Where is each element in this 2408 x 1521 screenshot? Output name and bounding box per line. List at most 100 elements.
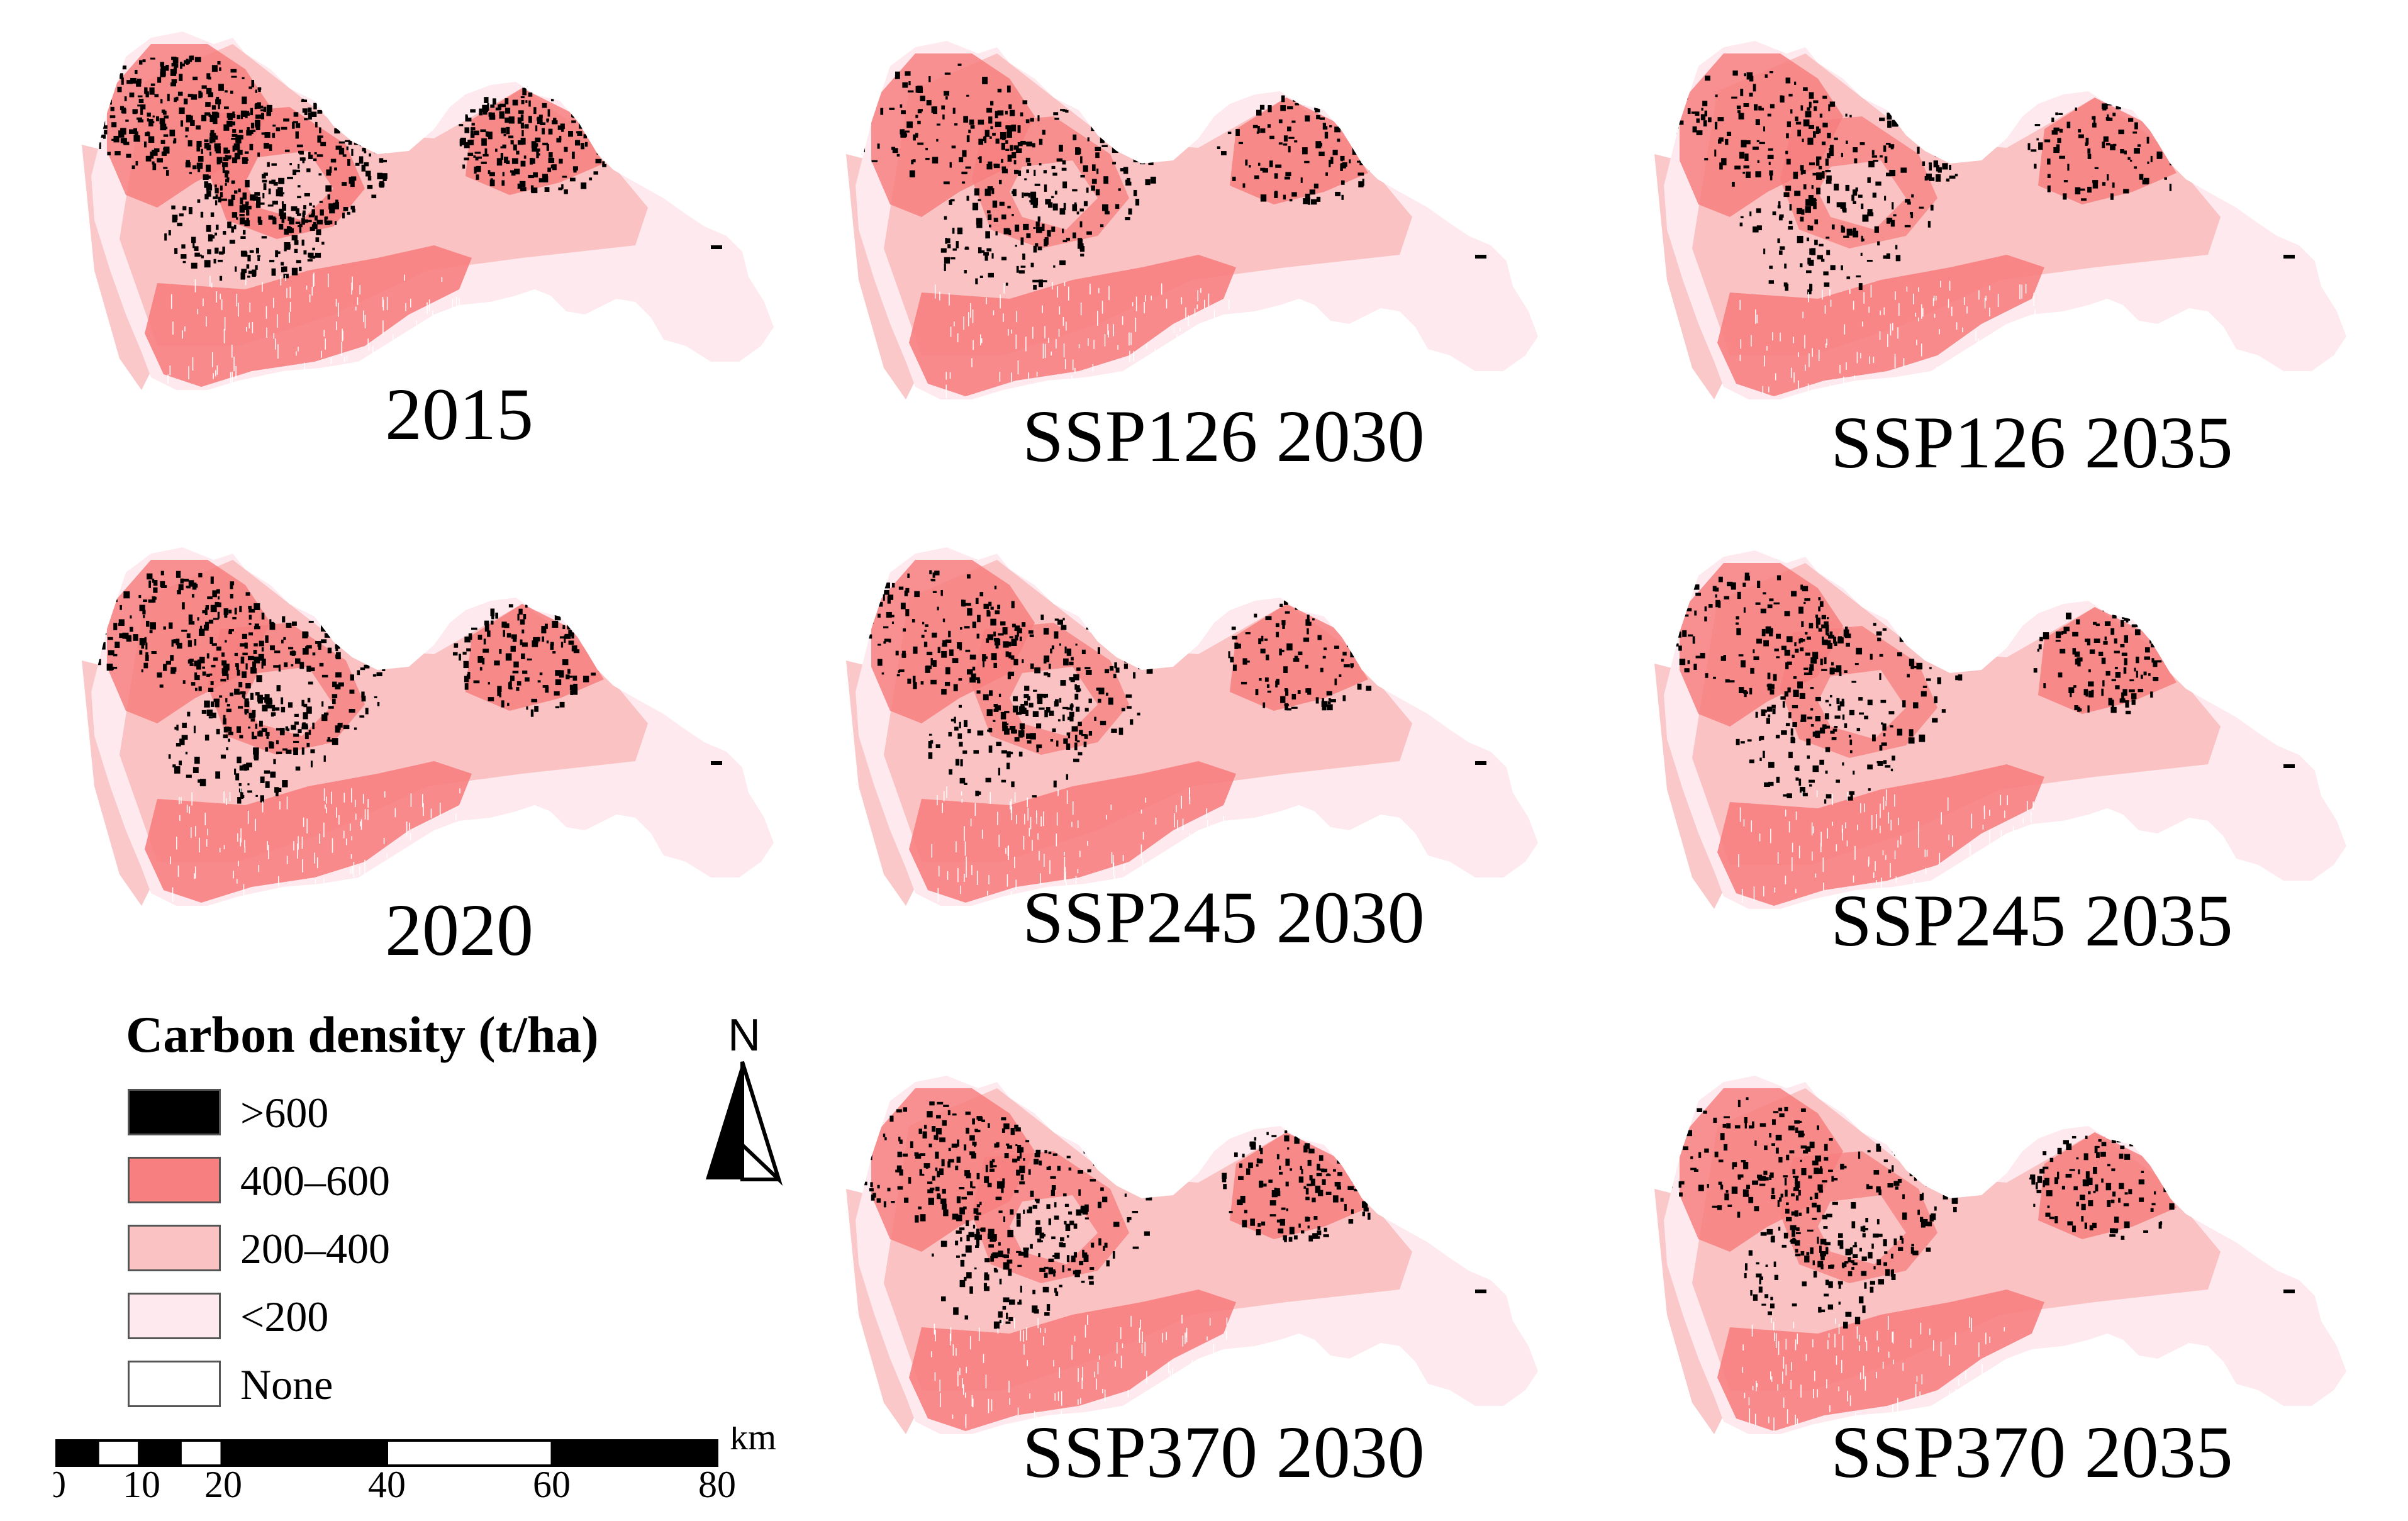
high-density-patch: [1831, 737, 1837, 740]
high-density-patch: [1001, 779, 1006, 783]
street-line: [1826, 338, 1827, 345]
high-density-patch: [317, 135, 321, 143]
high-density-patch: [1800, 1145, 1807, 1149]
high-density-patch: [1786, 793, 1792, 798]
street-line: [964, 826, 965, 842]
street-line: [188, 366, 189, 379]
high-density-patch: [1053, 112, 1059, 116]
map-zone: [1230, 98, 1368, 204]
street-line: [1822, 289, 1823, 300]
high-density-patch: [1073, 1252, 1078, 1258]
high-density-patch: [932, 632, 937, 638]
high-density-patch: [530, 709, 534, 717]
high-density-patch: [374, 145, 381, 153]
high-density-patch: [888, 638, 891, 643]
high-density-patch: [2138, 611, 2144, 619]
high-density-patch: [1809, 623, 1814, 628]
high-density-patch: [1319, 117, 1325, 120]
high-density-patch: [197, 199, 201, 203]
high-density-patch: [477, 156, 482, 159]
high-density-patch: [1777, 1200, 1780, 1207]
high-density-patch: [1357, 683, 1362, 690]
high-density-patch: [596, 147, 599, 155]
street-line: [357, 297, 359, 305]
street-line: [1228, 299, 1230, 310]
high-density-patch: [340, 628, 346, 634]
street-line: [459, 788, 460, 794]
high-density-patch: [1846, 642, 1850, 647]
high-density-patch: [1073, 759, 1079, 762]
high-density-patch: [231, 138, 237, 140]
high-density-patch: [932, 1176, 935, 1181]
high-density-patch: [1816, 172, 1822, 180]
high-density-patch: [466, 648, 471, 652]
street-line: [1880, 803, 1881, 818]
high-density-patch: [2121, 652, 2127, 656]
high-density-patch: [145, 654, 149, 662]
high-density-patch: [2075, 107, 2077, 111]
street-line: [2005, 358, 2007, 367]
high-density-patch: [1754, 1140, 1757, 1146]
high-density-patch: [1029, 634, 1034, 637]
high-density-patch: [1729, 680, 1735, 682]
high-density-patch: [1351, 126, 1355, 131]
high-density-patch: [871, 160, 878, 162]
high-density-patch: [1090, 115, 1093, 118]
high-density-patch: [957, 733, 962, 739]
high-density-patch: [959, 722, 961, 728]
street-line: [971, 865, 973, 876]
street-line: [1851, 382, 1853, 392]
high-density-patch: [989, 136, 992, 139]
high-density-patch: [945, 639, 952, 643]
street-line: [960, 885, 962, 894]
high-density-patch: [966, 1234, 970, 1242]
high-density-patch: [1000, 1184, 1005, 1188]
street-line: [937, 794, 938, 806]
high-density-patch: [269, 619, 272, 625]
high-density-patch: [291, 267, 298, 276]
high-density-patch: [522, 670, 528, 674]
high-density-patch: [990, 101, 994, 106]
high-density-patch: [1017, 1301, 1022, 1305]
high-density-patch: [520, 639, 523, 645]
street-line: [1016, 311, 1018, 323]
high-density-patch: [1790, 1225, 1797, 1230]
high-density-patch: [900, 603, 906, 610]
high-density-patch: [1006, 85, 1011, 93]
street-line: [1798, 845, 1800, 859]
street-line: [445, 345, 446, 358]
street-line: [1057, 789, 1059, 796]
high-density-patch: [944, 91, 950, 96]
high-density-patch: [1856, 275, 1861, 277]
high-density-patch: [1002, 722, 1007, 728]
street-line: [1841, 825, 1843, 833]
high-density-patch: [359, 156, 364, 164]
high-density-patch: [1073, 1270, 1079, 1274]
street-line: [935, 1329, 936, 1342]
high-density-patch: [220, 679, 226, 682]
high-density-patch: [1278, 1228, 1284, 1234]
high-density-patch: [979, 592, 984, 597]
high-density-patch: [568, 630, 572, 637]
high-density-patch: [1846, 140, 1848, 145]
street-line: [216, 291, 218, 303]
high-density-patch: [901, 110, 906, 114]
high-density-patch: [2124, 635, 2129, 643]
high-density-patch: [1030, 118, 1034, 122]
high-density-patch: [593, 131, 598, 139]
high-density-patch: [980, 1227, 986, 1232]
high-density-patch: [872, 105, 876, 108]
high-density-patch: [291, 725, 296, 730]
street-line: [1044, 343, 1046, 359]
high-density-patch: [1875, 181, 1881, 186]
high-density-patch: [2049, 1157, 2054, 1162]
street-line: [1873, 872, 1875, 878]
high-density-patch: [2170, 152, 2175, 159]
high-density-patch: [995, 1196, 1002, 1201]
street-line: [939, 1379, 940, 1391]
high-density-patch: [1859, 142, 1865, 145]
street-line: [1739, 299, 1741, 310]
high-density-patch: [1816, 187, 1821, 195]
street-line: [176, 837, 177, 850]
high-density-patch: [1788, 226, 1793, 230]
